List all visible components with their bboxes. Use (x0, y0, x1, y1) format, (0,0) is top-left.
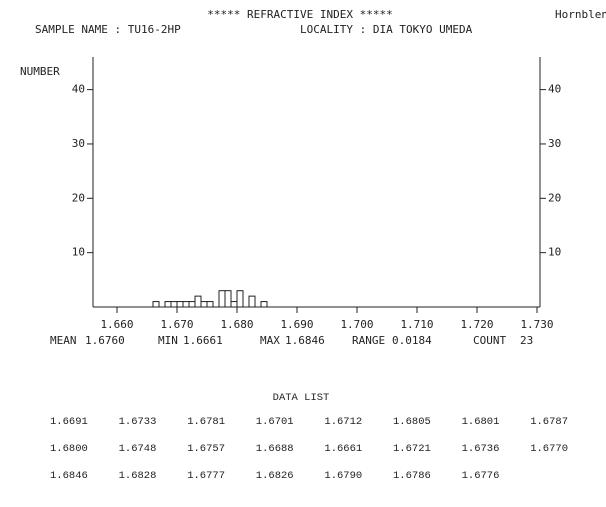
data-list-value: 1.6790 (324, 470, 362, 482)
y-axis-label: NUMBER (20, 65, 60, 78)
data-list-value: 1.6801 (462, 416, 500, 428)
bar (248, 295, 256, 308)
bar (224, 290, 232, 308)
bar (230, 301, 238, 308)
bar (218, 290, 226, 308)
data-list-value: 1.6786 (393, 470, 431, 482)
stat-label: MIN (158, 334, 178, 347)
y2-tick-label: 10 (548, 246, 561, 259)
data-list-value: 1.6777 (187, 470, 225, 482)
data-list-value: 1.6781 (187, 416, 225, 428)
data-list-value: 1.6757 (187, 443, 225, 455)
sample-name: SAMPLE NAME : TU16-2HP (35, 23, 181, 36)
x-tick-label: 1.670 (160, 318, 193, 331)
stat-value: 23 (520, 334, 533, 347)
y2-tick-label: 30 (548, 137, 561, 150)
stat-value: 1.6760 (85, 334, 125, 347)
data-list-value: 1.6826 (256, 470, 294, 482)
stat-label: MEAN (50, 334, 77, 347)
data-list-value: 1.6721 (393, 443, 431, 455)
data-list-value: 1.6846 (50, 470, 88, 482)
stat-value: 1.6846 (285, 334, 325, 347)
stat-label: MAX (260, 334, 280, 347)
bar (206, 301, 214, 308)
data-list-title: DATA LIST (273, 392, 330, 404)
bar (170, 301, 178, 308)
x-tick-label: 1.680 (220, 318, 253, 331)
data-list-value: 1.6712 (324, 416, 362, 428)
bar (182, 301, 190, 308)
bar (152, 301, 160, 308)
data-list-value: 1.6701 (256, 416, 294, 428)
data-list-value: 1.6733 (119, 416, 157, 428)
data-list-value: 1.6805 (393, 416, 431, 428)
chart-title: ***** REFRACTIVE INDEX ***** (207, 8, 392, 21)
y2-tick-label: 20 (548, 191, 561, 204)
y-tick-label: 20 (72, 191, 85, 204)
bar (176, 301, 184, 308)
data-list-value: 1.6770 (530, 443, 568, 455)
y2-tick-label: 40 (548, 83, 561, 96)
data-list-value: 1.6688 (256, 443, 294, 455)
stat-value: 1.6661 (183, 334, 223, 347)
y-tick-label: 40 (72, 83, 85, 96)
bar (164, 301, 172, 308)
y-tick-label: 10 (72, 246, 85, 259)
bar (188, 301, 196, 308)
bar (260, 301, 268, 308)
data-list-value: 1.6661 (324, 443, 362, 455)
stat-label: COUNT (473, 334, 506, 347)
data-list-value: 1.6787 (530, 416, 568, 428)
bar (194, 295, 202, 308)
x-tick-label: 1.730 (520, 318, 553, 331)
stat-label: RANGE (352, 334, 385, 347)
mineral-name: Hornblend (555, 8, 606, 21)
x-tick-label: 1.700 (340, 318, 373, 331)
x-tick-label: 1.660 (100, 318, 133, 331)
bar (236, 290, 244, 308)
data-list-value: 1.6776 (462, 470, 500, 482)
locality: LOCALITY : DIA TOKYO UMEDA (300, 23, 473, 36)
data-list-value: 1.6800 (50, 443, 88, 455)
x-tick-label: 1.720 (460, 318, 493, 331)
x-tick-label: 1.710 (400, 318, 433, 331)
x-tick-label: 1.690 (280, 318, 313, 331)
y-tick-label: 30 (72, 137, 85, 150)
bar (200, 301, 208, 308)
data-list-value: 1.6691 (50, 416, 88, 428)
data-list-value: 1.6736 (462, 443, 500, 455)
stat-value: 0.0184 (392, 334, 432, 347)
data-list-value: 1.6748 (119, 443, 157, 455)
data-list-value: 1.6828 (119, 470, 157, 482)
